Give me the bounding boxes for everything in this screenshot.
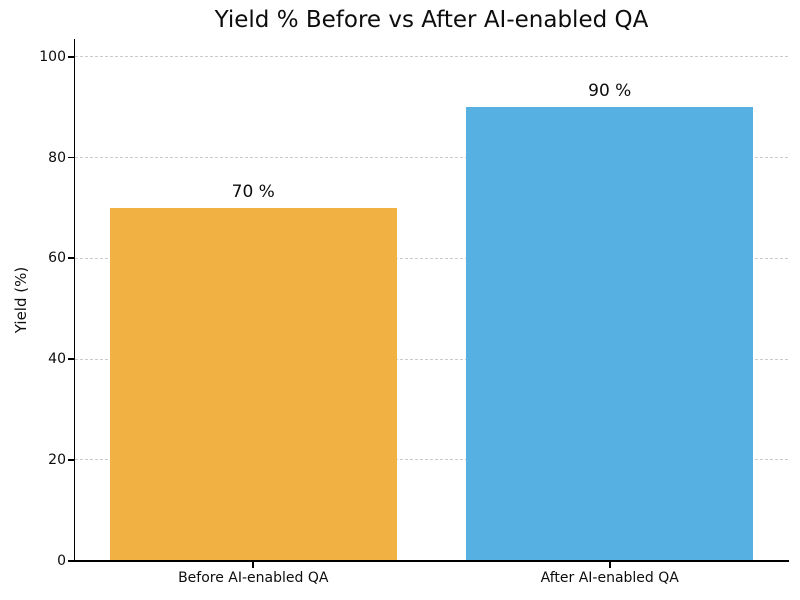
chart-title: Yield % Before vs After AI-enabled QA (214, 7, 649, 33)
y-tick-mark (68, 459, 75, 462)
bar-after-ai-enabled-qa (466, 107, 754, 561)
y-tick-mark (68, 560, 75, 562)
y-tick-label: 80 (48, 149, 66, 166)
y-tick-mark (68, 55, 75, 58)
y-tick-label: 0 (57, 553, 66, 569)
y-gridline (75, 55, 788, 57)
bar-value-label: 70 % (231, 181, 275, 202)
x-tick-mark (252, 562, 255, 568)
y-axis-spine (73, 39, 76, 562)
y-tick-mark (68, 257, 75, 260)
y-tick-mark (68, 156, 75, 159)
x-tick-label: After AI-enabled QA (540, 570, 679, 586)
bar-before-ai-enabled-qa (109, 207, 397, 561)
y-gridline (75, 156, 788, 158)
bar-value-label: 90 % (588, 81, 632, 102)
y-tick-mark (68, 358, 75, 361)
y-tick-label: 100 (39, 48, 66, 65)
y-tick-label: 60 (48, 250, 66, 267)
x-tick-label: Before AI-enabled QA (178, 570, 329, 586)
y-axis-label: Yield (%) (12, 266, 30, 334)
y-tick-label: 20 (48, 452, 66, 469)
y-gridline (75, 358, 788, 360)
y-gridline (75, 257, 788, 259)
y-tick-label: 40 (48, 351, 66, 368)
x-axis-spine (73, 560, 789, 563)
y-gridline (75, 459, 788, 461)
x-tick-mark (608, 562, 611, 568)
